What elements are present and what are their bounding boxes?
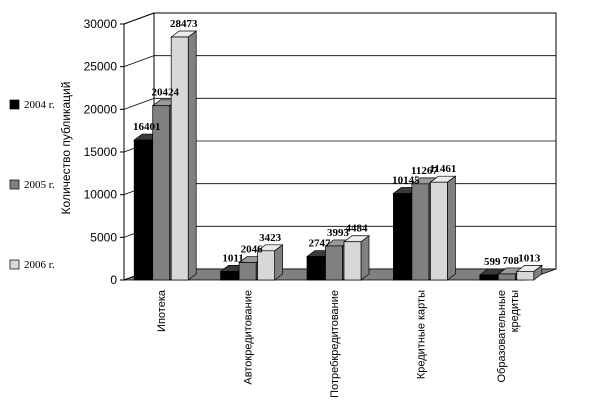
legend-swatch (9, 99, 20, 110)
data-label: 20424 (151, 87, 179, 99)
data-label: 1013 (518, 252, 541, 264)
category-label-line: Ипотека (156, 289, 168, 332)
legend-label: 2004 г. (24, 99, 55, 111)
legend-label: 2005 г. (24, 179, 55, 191)
bar-side (447, 175, 456, 281)
bar-front (479, 274, 498, 281)
y-tick-label: 25000 (84, 60, 118, 74)
data-label: 4484 (346, 223, 369, 235)
bar (256, 244, 284, 281)
bar-front (257, 250, 275, 281)
bar (515, 264, 543, 281)
bar-front (170, 36, 189, 281)
category-labels: Ипотека Автокредитование Потребкредитовани… (156, 289, 521, 398)
legend: 2004 г. 2005 г. 2006 г. (9, 99, 55, 271)
bar-side (360, 235, 370, 281)
y-tick-label: 30000 (84, 17, 118, 31)
bar (170, 30, 198, 281)
y-tick-label: 0 (110, 273, 117, 287)
category-label-line: кредиты (509, 290, 521, 332)
legend-swatch (9, 179, 20, 190)
category-label: Кредитные карты (415, 290, 427, 379)
category-label-line: Кредитные карты (415, 290, 427, 379)
data-label: 3993 (327, 227, 350, 239)
bars (133, 30, 543, 281)
gridline-diagonal (123, 97, 155, 110)
category-label: Образовательныекредиты (496, 290, 521, 383)
data-label: 2747 (309, 238, 332, 250)
category-label: Автокредитование (243, 290, 255, 385)
data-label: 11267 (411, 165, 438, 177)
legend-item: 2004 г. (9, 99, 55, 111)
category-label: Ипотека (156, 289, 168, 332)
data-label: 708 (503, 255, 520, 267)
category-label: Потребкредитование (329, 290, 341, 398)
y-tick-label: 15000 (84, 145, 118, 159)
data-label: 2046 (241, 244, 264, 256)
bar (342, 235, 371, 281)
bar-front (325, 245, 343, 281)
legend-label: 2006 г. (24, 259, 55, 271)
category-label-line: Образовательные (496, 290, 508, 383)
data-label: 28473 (170, 18, 198, 30)
data-label: 10145 (392, 174, 420, 186)
bar-front (430, 181, 448, 281)
bar-front (306, 256, 325, 281)
category-label-line: Автокредитование (243, 290, 255, 385)
y-tick-label: 20000 (84, 102, 118, 116)
gridline-diagonal (123, 55, 155, 68)
category-label-line: Потребкредитование (329, 290, 341, 398)
legend-item: 2006 г. (9, 259, 55, 271)
bar-front (343, 241, 362, 281)
bar-front (133, 139, 152, 281)
bar-front (220, 271, 238, 281)
y-tick-label: 10000 (84, 188, 118, 202)
bar-front (393, 193, 411, 281)
bar-side (187, 30, 197, 281)
bar-front (497, 273, 516, 281)
data-label: 599 (484, 256, 501, 268)
bar-front (238, 262, 257, 281)
bar (429, 175, 457, 281)
legend-item: 2005 г. (9, 179, 55, 191)
legend-swatch (9, 259, 20, 270)
y-axis: 0 5000 10000 15000 20000 25000 30000 (84, 17, 125, 287)
bar-front (516, 271, 535, 281)
data-label: 11461 (429, 163, 456, 175)
data-label: 1011 (222, 252, 243, 264)
y-tick-label: 5000 (90, 230, 117, 244)
bar-front (152, 105, 171, 281)
gridline-diagonal (123, 12, 155, 25)
y-axis-label: Количество публикаций (59, 82, 73, 215)
data-label: 16401 (133, 121, 161, 133)
data-label: 3423 (259, 232, 282, 244)
bar-front (411, 183, 430, 281)
